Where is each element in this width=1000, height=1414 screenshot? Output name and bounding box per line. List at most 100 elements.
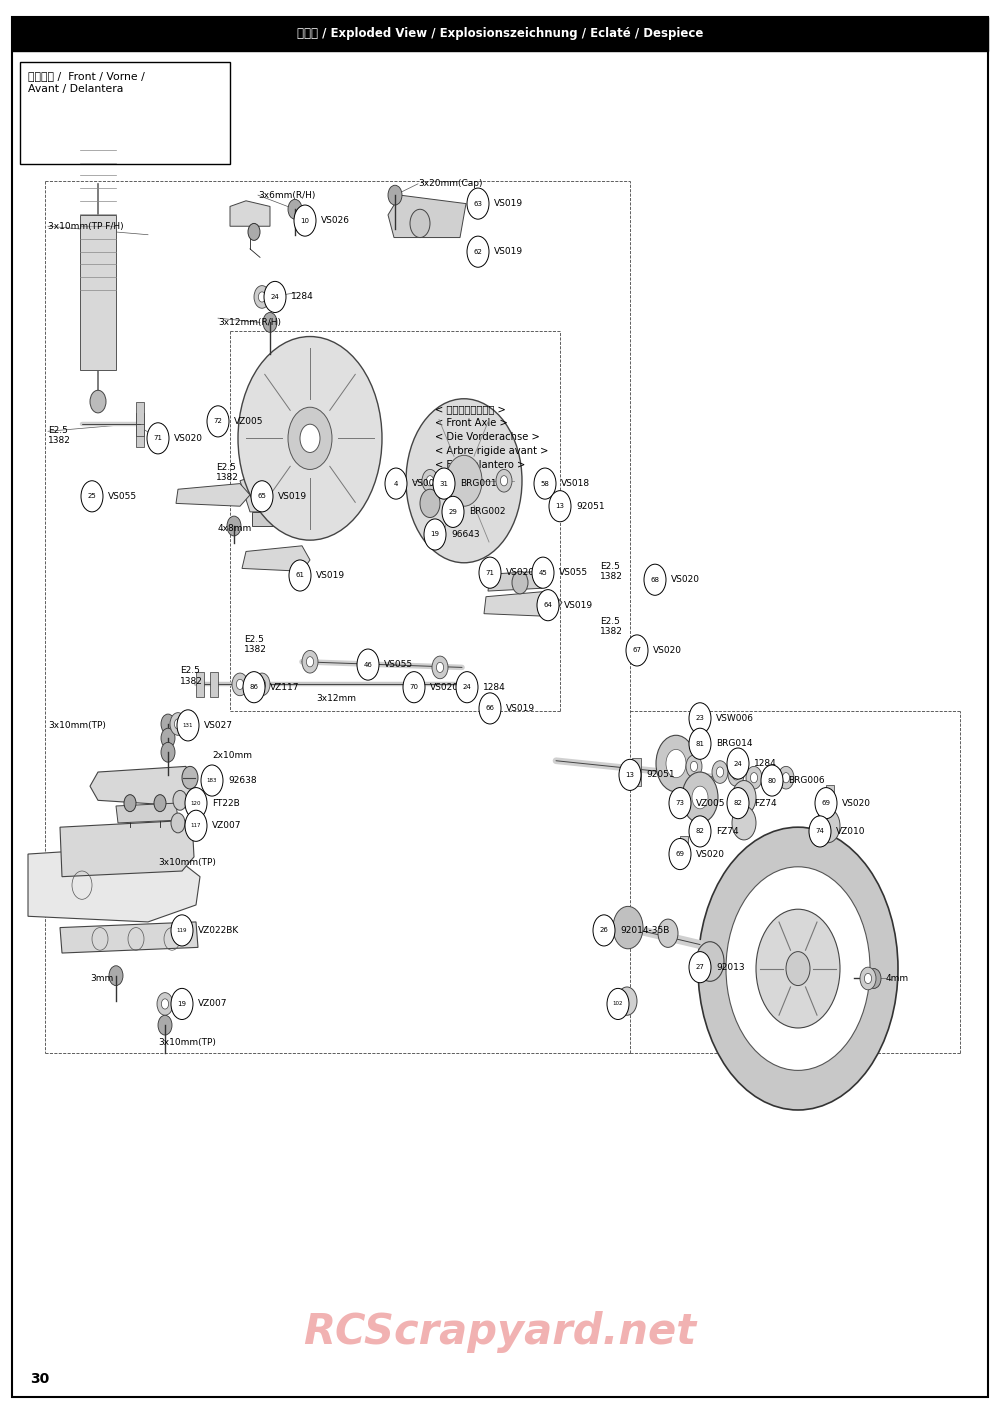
Text: FZ74: FZ74 <box>754 799 777 807</box>
Text: VS020: VS020 <box>430 683 459 691</box>
Circle shape <box>669 839 691 870</box>
Circle shape <box>746 766 762 789</box>
Circle shape <box>248 223 260 240</box>
Text: < フロントアクスル >
< Front Axle >
< Die Vorderachse >
< Arbre rigide avant >
< Eje Del: < フロントアクスル > < Front Axle > < Die Vorder… <box>435 404 548 471</box>
Circle shape <box>177 710 199 741</box>
Text: 3x10mm(TP): 3x10mm(TP) <box>158 1038 216 1046</box>
Polygon shape <box>60 922 198 953</box>
Text: 92014-35B: 92014-35B <box>620 926 669 935</box>
Text: 13: 13 <box>556 503 564 509</box>
Circle shape <box>357 649 379 680</box>
Text: VZ117: VZ117 <box>270 683 300 691</box>
Circle shape <box>420 489 440 518</box>
FancyBboxPatch shape <box>136 413 144 436</box>
Text: 4mm: 4mm <box>886 974 909 983</box>
FancyBboxPatch shape <box>196 672 204 697</box>
Text: VS019: VS019 <box>494 247 523 256</box>
Circle shape <box>732 769 740 781</box>
Text: フロント /  Front / Vorne /
Avant / Delantera: フロント / Front / Vorne / Avant / Delantera <box>28 71 145 93</box>
Circle shape <box>786 952 810 986</box>
Text: 96643: 96643 <box>451 530 480 539</box>
Circle shape <box>171 988 193 1019</box>
FancyBboxPatch shape <box>136 424 144 447</box>
Circle shape <box>692 786 708 809</box>
Circle shape <box>161 728 175 748</box>
Text: 68: 68 <box>650 577 660 583</box>
Text: 66: 66 <box>486 706 494 711</box>
Circle shape <box>666 749 686 778</box>
Text: BRG006: BRG006 <box>788 776 825 785</box>
Text: E2.5
1382: E2.5 1382 <box>180 666 203 686</box>
Circle shape <box>534 468 556 499</box>
FancyBboxPatch shape <box>826 785 834 810</box>
Circle shape <box>512 571 528 594</box>
Text: 1284: 1284 <box>483 683 506 691</box>
Polygon shape <box>28 846 200 922</box>
Polygon shape <box>240 464 336 512</box>
Text: 69: 69 <box>822 800 830 806</box>
Circle shape <box>403 672 425 703</box>
Text: 67: 67 <box>633 648 642 653</box>
Circle shape <box>686 755 702 778</box>
Text: 分解図 / Exploded View / Explosionszeichnung / Eclaté / Despiece: 分解図 / Exploded View / Explosionszeichnun… <box>297 27 703 41</box>
Text: VS020: VS020 <box>174 434 203 443</box>
Circle shape <box>232 673 248 696</box>
Text: 183: 183 <box>207 778 217 783</box>
Circle shape <box>467 188 489 219</box>
Text: BRG001: BRG001 <box>460 479 497 488</box>
Circle shape <box>294 205 316 236</box>
Text: VS055: VS055 <box>384 660 413 669</box>
Text: 73: 73 <box>676 800 684 806</box>
Circle shape <box>782 772 790 783</box>
Circle shape <box>479 693 501 724</box>
Polygon shape <box>252 512 316 526</box>
Circle shape <box>201 765 223 796</box>
Circle shape <box>617 987 637 1015</box>
Circle shape <box>867 969 881 988</box>
Text: 1284: 1284 <box>754 759 777 768</box>
Text: 58: 58 <box>541 481 549 486</box>
Circle shape <box>864 973 872 984</box>
Circle shape <box>433 468 455 499</box>
Circle shape <box>778 766 794 789</box>
Circle shape <box>109 966 123 986</box>
Circle shape <box>173 790 187 810</box>
Circle shape <box>537 590 559 621</box>
Text: 92638: 92638 <box>228 776 257 785</box>
Circle shape <box>302 650 318 673</box>
Circle shape <box>207 406 229 437</box>
Text: E2.5
1382: E2.5 1382 <box>244 635 267 655</box>
Circle shape <box>90 390 106 413</box>
Circle shape <box>154 795 166 812</box>
Circle shape <box>289 560 311 591</box>
Text: 29: 29 <box>449 509 457 515</box>
Circle shape <box>170 713 186 735</box>
Text: 63: 63 <box>474 201 482 206</box>
Text: BRG014: BRG014 <box>716 740 753 748</box>
Circle shape <box>422 469 438 492</box>
Circle shape <box>258 679 266 690</box>
Text: 24: 24 <box>271 294 279 300</box>
Circle shape <box>750 772 758 783</box>
Circle shape <box>732 781 756 814</box>
Text: VS002: VS002 <box>412 479 441 488</box>
Circle shape <box>682 772 718 823</box>
Circle shape <box>426 475 434 486</box>
Circle shape <box>613 906 643 949</box>
Circle shape <box>446 455 482 506</box>
Text: 24: 24 <box>734 761 742 766</box>
Text: E2.5
1382: E2.5 1382 <box>600 617 623 636</box>
Text: VS020: VS020 <box>842 799 871 807</box>
Circle shape <box>158 1015 172 1035</box>
Text: 3x10mm(TP): 3x10mm(TP) <box>158 858 216 867</box>
Circle shape <box>644 564 666 595</box>
Text: 80: 80 <box>768 778 776 783</box>
Circle shape <box>432 656 448 679</box>
Text: E2.5
1382: E2.5 1382 <box>48 426 71 445</box>
Bar <box>12 17 988 51</box>
Text: VZ010: VZ010 <box>836 827 866 836</box>
Text: 46: 46 <box>364 662 372 667</box>
Circle shape <box>815 788 837 819</box>
Text: 70: 70 <box>410 684 418 690</box>
Circle shape <box>185 788 207 819</box>
